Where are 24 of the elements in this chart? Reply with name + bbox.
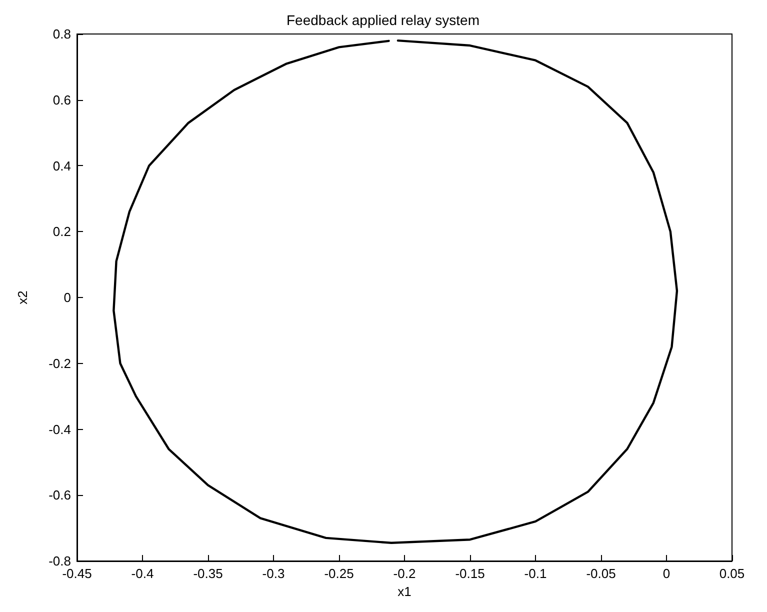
x-tick-label: -0.05 xyxy=(586,566,616,581)
y-tick-label: -0.6 xyxy=(48,488,71,503)
y-axis-title: x2 xyxy=(15,290,30,304)
x-tick-label: 0.05 xyxy=(719,566,745,581)
x-tick-label: -0.45 xyxy=(62,566,92,581)
y-tick-label: 0.4 xyxy=(52,158,71,174)
y-tick-label: 0.8 xyxy=(52,26,71,42)
x-axis-title: x1 xyxy=(398,584,412,599)
y-tick-label: -0.8 xyxy=(48,554,71,568)
x-tick-label: -0.3 xyxy=(262,566,285,581)
y-tick-label: -0.4 xyxy=(48,422,71,437)
y-tick-label: 0 xyxy=(64,290,71,305)
line-series xyxy=(112,39,678,544)
x-tick-label: -0.15 xyxy=(455,566,485,581)
y-tick-label: -0.2 xyxy=(48,356,71,371)
x-tick-label: 0 xyxy=(662,566,670,581)
x-tick-label: -0.4 xyxy=(131,566,154,581)
y-tick-label: 0.2 xyxy=(52,224,71,240)
chart-title: Feedback applied relay system xyxy=(286,12,480,28)
x-tick-label: -0.1 xyxy=(524,566,547,581)
y-tick-label: 0.6 xyxy=(52,92,71,108)
x-tick-label: -0.35 xyxy=(193,566,223,581)
x-tick-label: -0.2 xyxy=(393,566,416,581)
x-tick-label: -0.25 xyxy=(324,566,354,581)
